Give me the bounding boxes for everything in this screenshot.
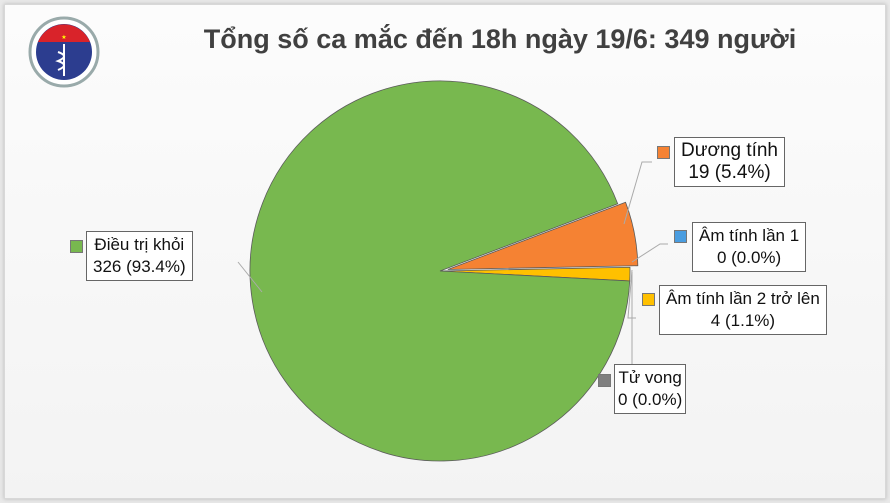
leader-line-dieu-tri [237, 261, 263, 293]
label-tu-vong: Tử vong 0 (0.0%) [614, 364, 687, 414]
label-am-tinh-lan-1: Âm tính lần 1 0 (0.0%) [692, 222, 807, 272]
slice-value: 0 (0.0%) [618, 390, 683, 409]
leader-line-duong-tinh [623, 161, 652, 225]
ministry-of-health-logo: ★ [28, 16, 100, 88]
slice-name: Âm tính lần 1 [699, 226, 800, 245]
leader-line-am-tinh-1 [631, 243, 668, 263]
slice-value: 19 (5.4%) [688, 162, 771, 183]
slice-name: Tử vong [618, 368, 682, 387]
pie-slice-dương-tính [447, 201, 639, 270]
chart-title: Tổng số ca mắc đến 18h ngày 19/6: 349 ng… [203, 24, 797, 54]
slice-value: 4 (1.1%) [710, 311, 776, 330]
legend-swatch-am-tinh-lan-1 [674, 230, 687, 243]
pie-slice-điều-trị-khỏi [249, 80, 631, 462]
svg-text:★: ★ [61, 34, 66, 41]
label-duong-tinh: Dương tính 19 (5.4%) [674, 137, 786, 187]
legend-swatch-tu-vong [598, 374, 611, 387]
slice-value: 0 (0.0%) [716, 248, 782, 267]
legend-swatch-am-tinh-lan-2 [642, 293, 655, 306]
slice-value: 326 (93.4%) [93, 257, 186, 276]
legend-swatch-dieu-tri-khoi [70, 240, 83, 253]
label-am-tinh-lan-2: Âm tính lần 2 trở lên 4 (1.1%) [659, 285, 827, 335]
leader-line-am-tinh-2 [627, 269, 636, 319]
slice-name: Dương tính [681, 140, 779, 161]
slice-name: Âm tính lần 2 trở lên [666, 289, 820, 308]
slice-name: Điều trị khỏi [94, 235, 185, 254]
legend-swatch-duong-tinh [657, 146, 670, 159]
label-dieu-tri-khoi: Điều trị khỏi 326 (93.4%) [86, 231, 193, 281]
